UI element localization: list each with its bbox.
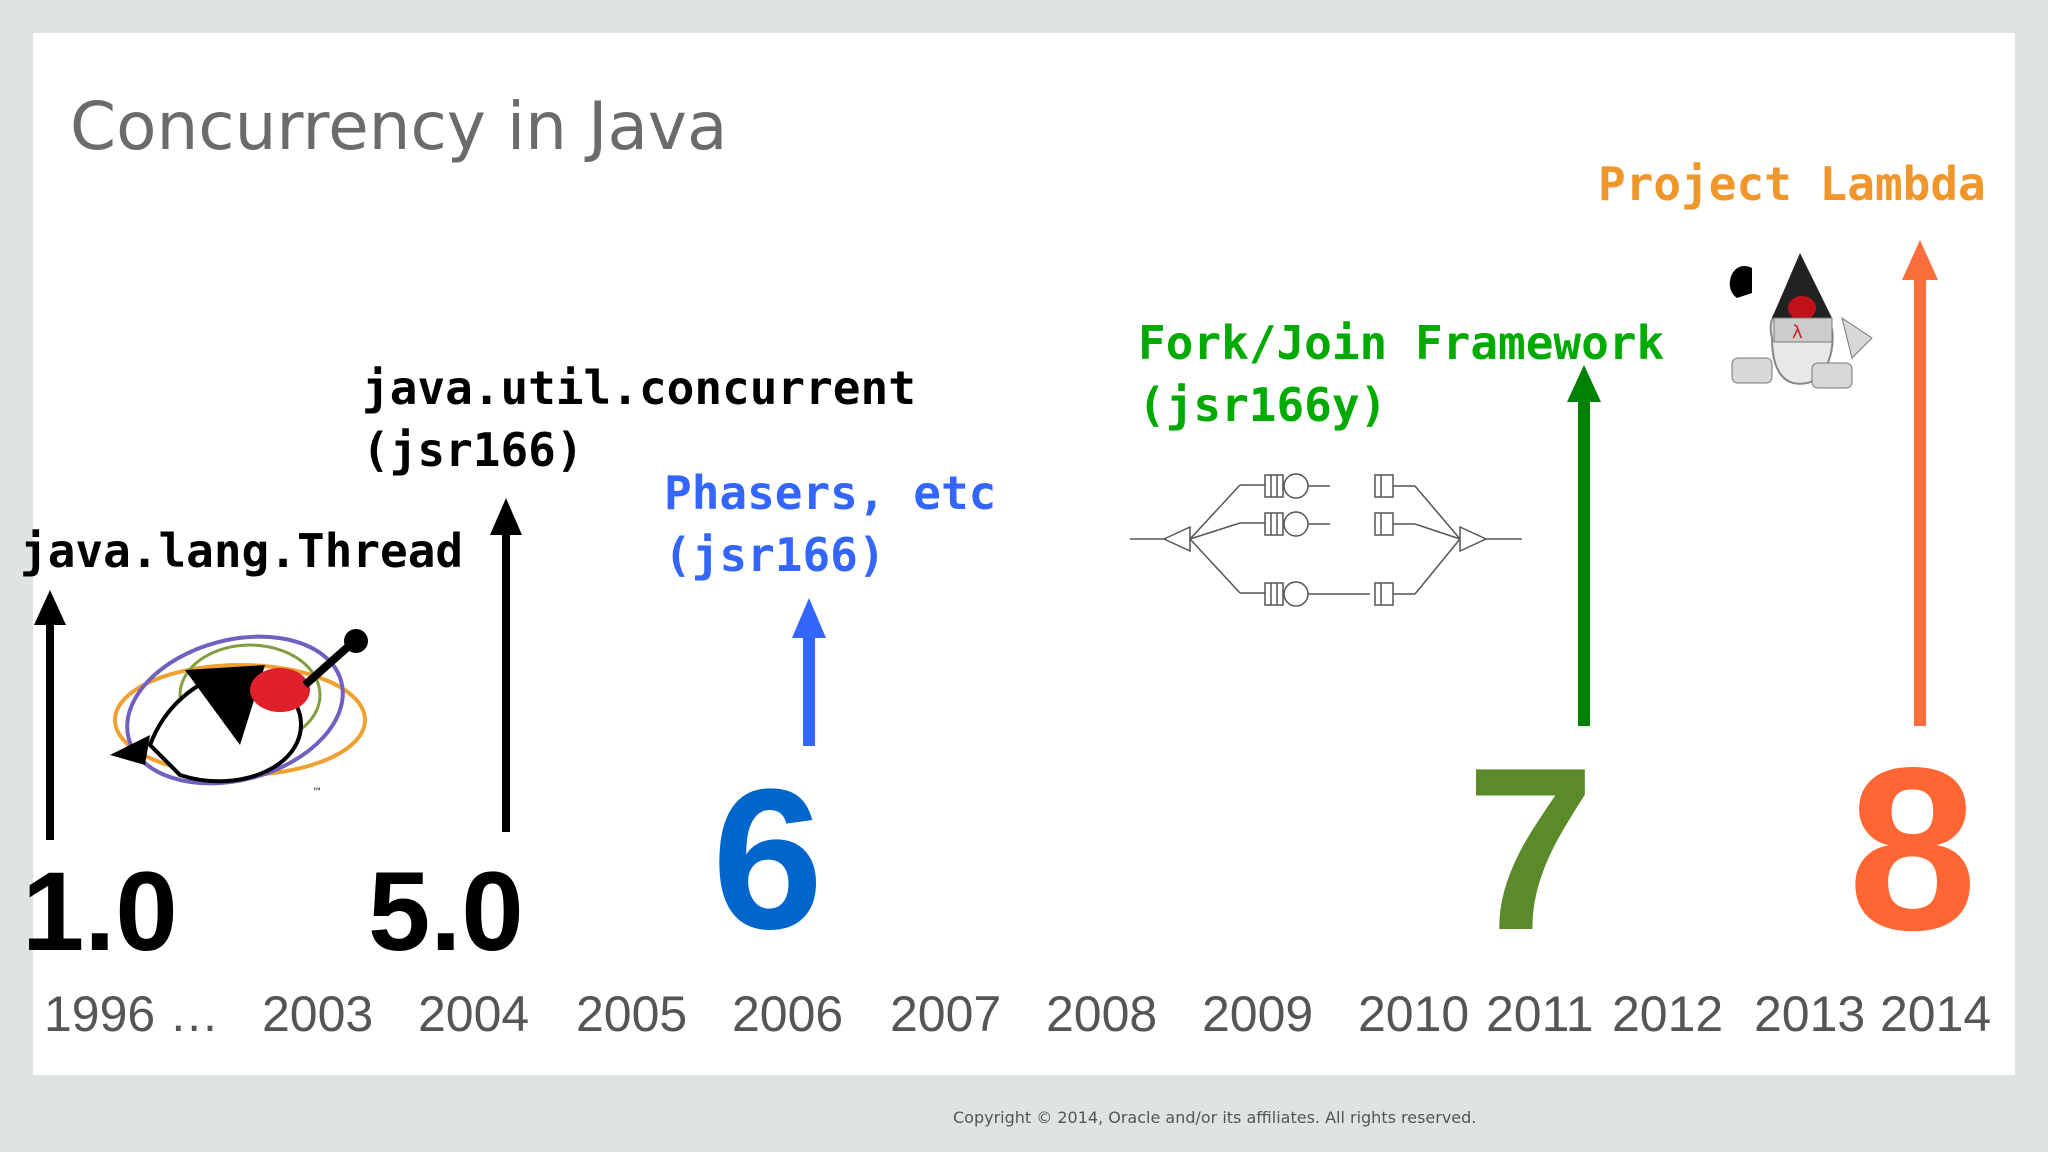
label-java-util-concurrent: java.util.concurrent bbox=[362, 361, 916, 415]
year-label: 2008 bbox=[1046, 986, 1158, 1042]
year-label: 2003 bbox=[262, 986, 374, 1042]
copyright-notice: Copyright © 2014, Oracle and/or its affi… bbox=[953, 1108, 1477, 1127]
svg-text:λ: λ bbox=[1792, 322, 1803, 343]
version-6: 6 bbox=[712, 748, 824, 971]
version-8: 8 bbox=[1848, 720, 1978, 979]
year-label: 2007 bbox=[890, 986, 1002, 1042]
svg-text:™: ™ bbox=[312, 787, 322, 798]
year-axis: 1996 … 2003 2004 2005 2006 2007 2008 200… bbox=[0, 985, 2048, 1055]
version-5-0: 5.0 bbox=[368, 849, 524, 974]
version-7: 7 bbox=[1466, 720, 1596, 979]
year-label: 2009 bbox=[1202, 986, 1314, 1042]
year-label: 1996 … bbox=[44, 986, 220, 1042]
label-phasers: Phasers, etc bbox=[664, 466, 997, 520]
year-label: 2006 bbox=[732, 986, 844, 1042]
year-label: 2014 bbox=[1880, 986, 1992, 1042]
year-label: 2010 bbox=[1358, 986, 1470, 1042]
slide-canvas bbox=[33, 33, 2015, 1075]
label-project-lambda: Project Lambda bbox=[1598, 157, 1986, 211]
duke-juggling-threads-icon: ™ bbox=[110, 629, 368, 798]
duke-lambda-astronaut-icon: λ bbox=[1729, 253, 1873, 389]
year-label: 2004 bbox=[418, 986, 530, 1042]
label-jsr166y: (jsr166y) bbox=[1138, 378, 1388, 432]
label-java-lang-thread: java.lang.Thread bbox=[20, 524, 464, 578]
label-fork-join: Fork/Join Framework bbox=[1138, 316, 1665, 370]
arrow-util-concurrent bbox=[490, 498, 522, 832]
arrow-forkjoin bbox=[1567, 365, 1601, 726]
year-label: 2005 bbox=[576, 986, 688, 1042]
arrow-phasers bbox=[792, 598, 826, 746]
year-label: 2012 bbox=[1612, 986, 1724, 1042]
year-label: 2013 bbox=[1754, 986, 1866, 1042]
year-label: 2011 bbox=[1486, 986, 1594, 1042]
label-jsr166: (jsr166) bbox=[362, 423, 584, 477]
arrow-lambda bbox=[1902, 240, 1938, 726]
arrow-thread bbox=[34, 590, 66, 840]
version-1-0: 1.0 bbox=[22, 849, 178, 974]
fork-join-queue-diagram bbox=[1130, 473, 1522, 607]
label-jsr166-phasers: (jsr166) bbox=[664, 528, 886, 582]
page-title: Concurrency in Java bbox=[70, 88, 728, 165]
